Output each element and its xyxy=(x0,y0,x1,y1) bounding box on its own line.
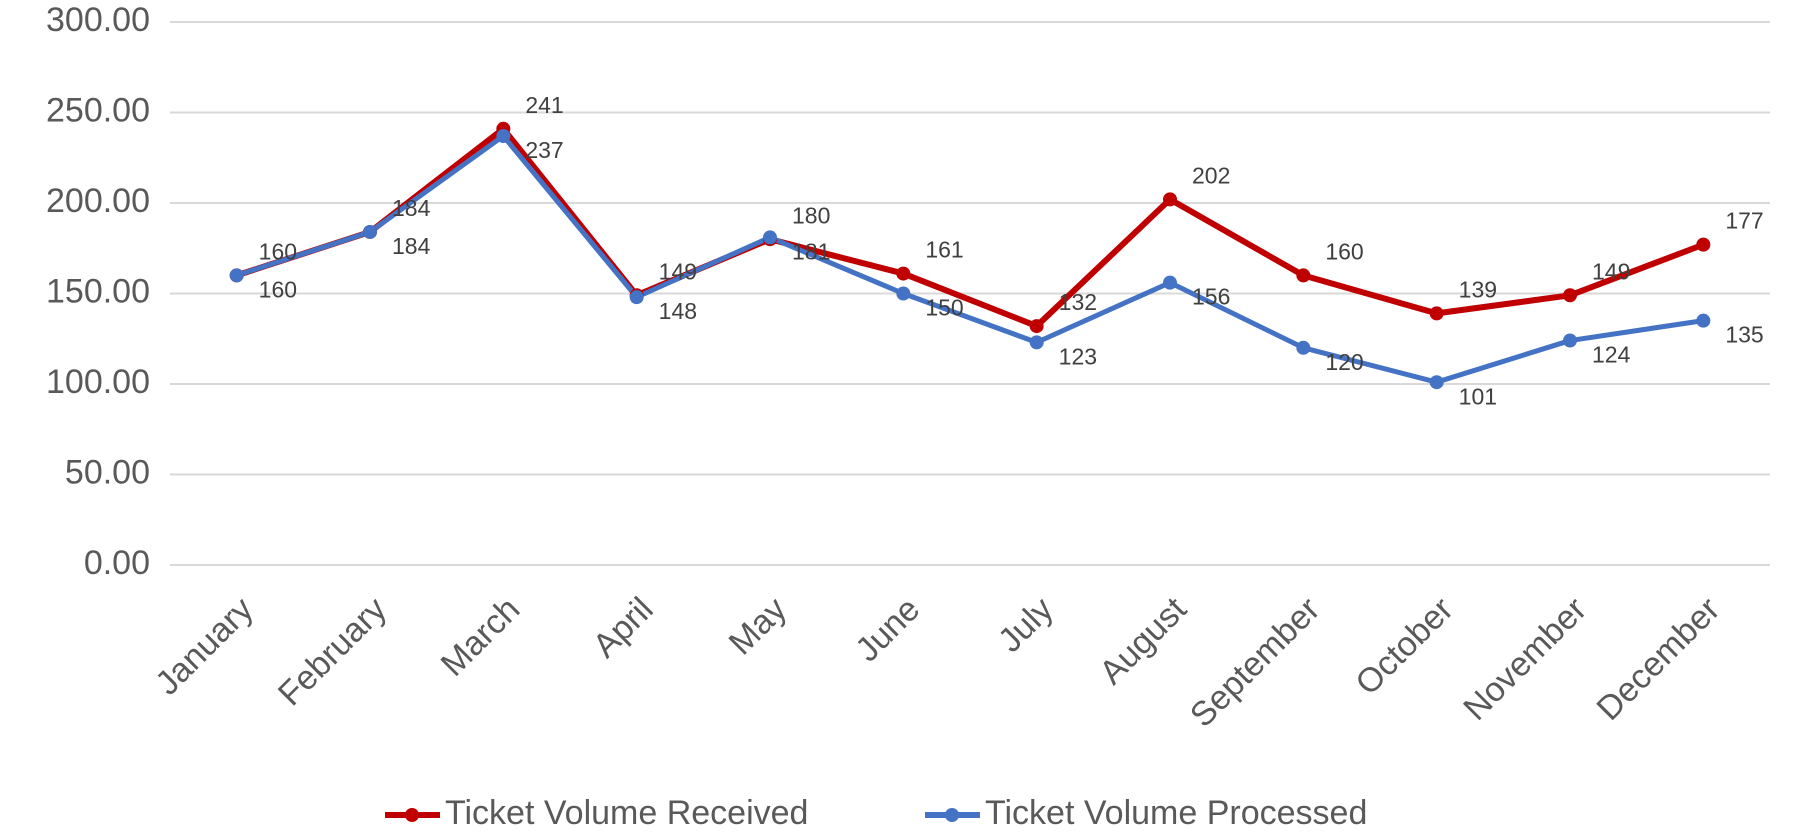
x-tick-label: March xyxy=(434,590,528,684)
x-tick-label: August xyxy=(1092,590,1194,692)
data-label: 181 xyxy=(792,238,830,264)
data-label: 149 xyxy=(659,258,697,284)
legend-marker xyxy=(405,808,419,822)
series-line xyxy=(235,125,1705,330)
series-line xyxy=(235,133,1704,385)
legend-label: Ticket Volume Received xyxy=(445,794,808,832)
marker xyxy=(1563,288,1577,303)
marker xyxy=(1163,192,1177,207)
marker xyxy=(1296,268,1311,283)
y-tick-label: 200.00 xyxy=(46,182,150,220)
x-tick-label: October xyxy=(1348,590,1460,702)
data-label: 148 xyxy=(659,298,697,324)
data-label: 180 xyxy=(792,202,830,228)
marker xyxy=(629,290,644,305)
data-label: 241 xyxy=(525,92,563,118)
legend-marker xyxy=(945,808,959,822)
y-tick-label: 300.00 xyxy=(46,1,150,39)
data-label: 124 xyxy=(1592,342,1631,368)
y-tick-label: 150.00 xyxy=(46,272,150,310)
marker xyxy=(229,268,244,283)
data-label: 184 xyxy=(392,233,431,259)
data-label: 149 xyxy=(1592,258,1630,284)
marker xyxy=(763,230,777,245)
marker xyxy=(496,129,511,144)
x-tick-label: May xyxy=(722,590,794,662)
data-label: 139 xyxy=(1459,276,1497,302)
marker xyxy=(1296,340,1311,355)
data-label: 135 xyxy=(1725,322,1763,348)
marker xyxy=(1696,313,1711,328)
x-tick-label: September xyxy=(1183,590,1327,734)
data-label: 132 xyxy=(1059,289,1097,315)
marker xyxy=(896,266,911,281)
marker xyxy=(1029,335,1044,350)
marker xyxy=(363,224,377,239)
data-label: 237 xyxy=(525,137,563,163)
x-tick-label: November xyxy=(1456,590,1594,728)
data-label: 177 xyxy=(1725,208,1763,234)
x-tick-label: April xyxy=(586,590,661,665)
marker xyxy=(1429,375,1444,390)
data-label: 184 xyxy=(392,195,431,221)
data-label: 156 xyxy=(1192,284,1230,310)
marker xyxy=(1563,333,1577,348)
y-tick-label: 50.00 xyxy=(65,453,150,491)
data-label: 160 xyxy=(1325,238,1363,264)
marker xyxy=(1029,319,1044,334)
x-tick-label: July xyxy=(991,590,1061,660)
data-label: 160 xyxy=(259,238,297,264)
y-tick-label: 100.00 xyxy=(46,363,150,401)
data-label: 161 xyxy=(925,237,963,263)
y-tick-label: 0.00 xyxy=(84,544,150,582)
marker xyxy=(1696,237,1711,252)
y-tick-label: 250.00 xyxy=(46,91,150,129)
data-label: 160 xyxy=(259,276,297,302)
data-label: 150 xyxy=(925,295,963,321)
marker xyxy=(1163,275,1177,290)
x-tick-label: June xyxy=(848,590,927,669)
legend-label: Ticket Volume Processed xyxy=(985,794,1367,832)
x-tick-label: January xyxy=(148,590,260,702)
data-label: 123 xyxy=(1059,343,1097,369)
marker xyxy=(896,286,911,301)
data-label: 101 xyxy=(1459,383,1497,409)
x-tick-label: February xyxy=(271,590,394,713)
marker xyxy=(1429,306,1444,321)
data-label: 120 xyxy=(1325,349,1363,375)
x-tick-label: December xyxy=(1590,590,1728,728)
data-label: 202 xyxy=(1192,162,1230,188)
